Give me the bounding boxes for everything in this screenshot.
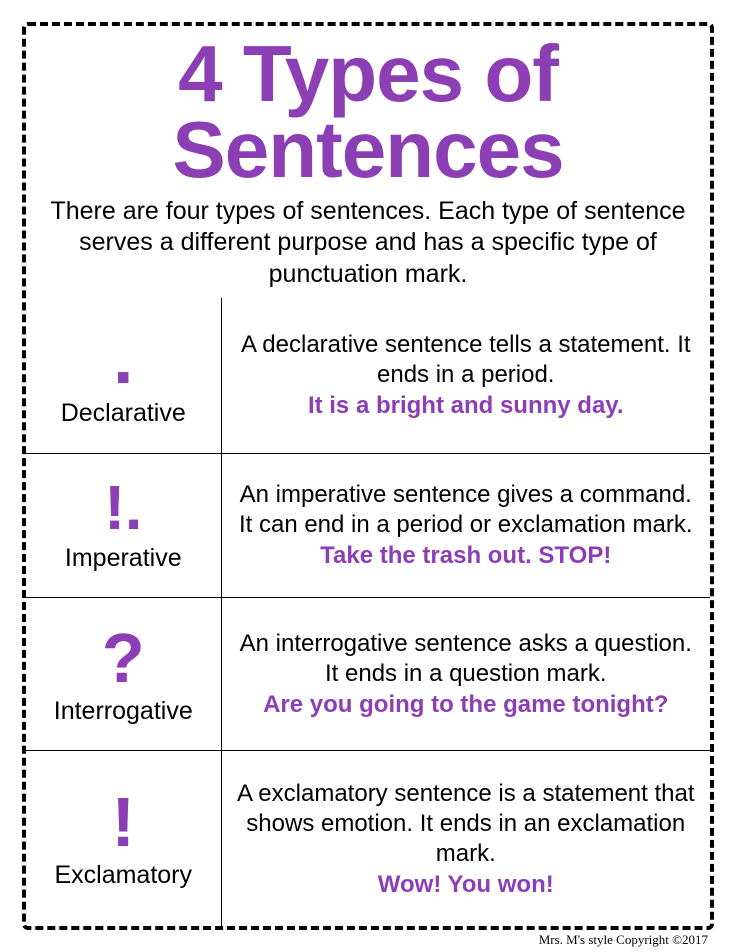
description-text: A declarative sentence tells a statement… — [234, 330, 699, 390]
punctuation-icon: . — [38, 323, 209, 395]
description-cell: An imperative sentence gives a command. … — [221, 454, 710, 598]
intro-text: There are four types of sentences. Each … — [26, 196, 710, 290]
copyright-footer: Mrs. M's style Copyright ©2017 — [539, 932, 708, 948]
description-text: An interrogative sentence asks a questio… — [234, 629, 699, 689]
description-cell: An interrogative sentence asks a questio… — [221, 597, 710, 751]
description-cell: A exclamatory sentence is a statement th… — [221, 751, 710, 926]
example-text: Wow! You won! — [234, 871, 699, 899]
dashed-border: 4 Types of Sentences There are four type… — [22, 22, 714, 930]
type-label: Exclamatory — [38, 861, 209, 890]
type-cell: ! Exclamatory — [26, 751, 221, 926]
type-cell: !. Imperative — [26, 454, 221, 598]
type-cell: . Declarative — [26, 298, 221, 454]
main-title: 4 Types of Sentences — [26, 36, 710, 188]
type-cell: ? Interrogative — [26, 597, 221, 751]
example-text: It is a bright and sunny day. — [234, 392, 699, 420]
description-text: An imperative sentence gives a command. … — [234, 480, 699, 540]
description-text: A exclamatory sentence is a statement th… — [234, 779, 699, 869]
description-cell: A declarative sentence tells a statement… — [221, 298, 710, 454]
page-container: 4 Types of Sentences There are four type… — [0, 0, 736, 952]
type-label: Imperative — [38, 544, 209, 573]
example-text: Are you going to the game tonight? — [234, 691, 699, 719]
sentence-types-table: . Declarative A declarative sentence tells… — [26, 298, 710, 926]
example-text: Take the trash out. STOP! — [234, 542, 699, 570]
table-row: ! Exclamatory A exclamatory sentence is a … — [26, 751, 710, 926]
type-label: Declarative — [38, 399, 209, 428]
type-label: Interrogative — [38, 697, 209, 726]
table-row: . Declarative A declarative sentence tells… — [26, 298, 710, 454]
punctuation-icon: ? — [38, 623, 209, 693]
table-row: !. Imperative An imperative sentence gives… — [26, 454, 710, 598]
punctuation-icon: ! — [38, 787, 209, 857]
table-row: ? Interrogative An interrogative sentence … — [26, 597, 710, 751]
punctuation-icon: !. — [38, 478, 209, 540]
